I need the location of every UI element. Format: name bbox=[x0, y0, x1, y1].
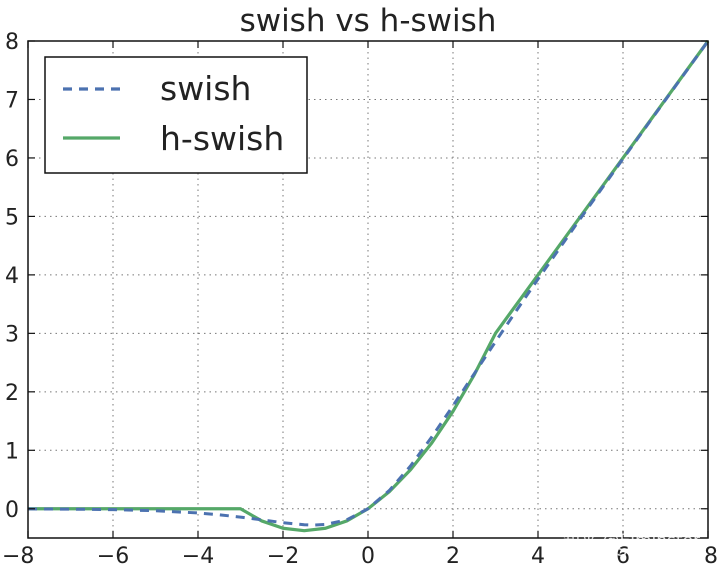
axis-ticks bbox=[27, 40, 709, 538]
x-axis-tick-labels: −8 −6 −4 −2 0 2 4 6 8 bbox=[2, 544, 718, 569]
y-tick-label: 6 bbox=[5, 147, 19, 172]
watermark: 知乎 @Elminster CSDN @SpikeKing bbox=[546, 531, 700, 561]
x-tick-label: −6 bbox=[97, 544, 129, 569]
x-tick-label: −2 bbox=[267, 544, 299, 569]
watermark-line-1: 知乎 @Elminster bbox=[563, 531, 700, 551]
y-tick-label: 7 bbox=[5, 88, 19, 113]
chart-title: swish vs h-swish bbox=[240, 3, 497, 39]
y-axis-tick-labels: 0 1 2 3 4 5 6 7 8 bbox=[5, 30, 19, 523]
legend-box bbox=[44, 56, 308, 174]
legend: swish h-swish bbox=[44, 56, 308, 174]
y-tick-label: 4 bbox=[5, 264, 19, 289]
x-tick-label: 8 bbox=[704, 544, 718, 569]
watermark-line-2: CSDN @SpikeKing bbox=[546, 541, 700, 561]
x-tick-label: −4 bbox=[182, 544, 214, 569]
x-tick-label: 6 bbox=[616, 544, 630, 569]
y-tick-label: 2 bbox=[5, 381, 19, 406]
legend-label-swish: swish bbox=[160, 69, 251, 108]
x-tick-label: −8 bbox=[2, 544, 34, 569]
y-tick-label: 1 bbox=[5, 439, 19, 464]
x-tick-label: 0 bbox=[361, 544, 375, 569]
series-layer bbox=[27, 40, 710, 533]
series-line-swish bbox=[27, 40, 710, 527]
x-tick-label: 4 bbox=[531, 544, 545, 569]
y-tick-label: 3 bbox=[5, 322, 19, 347]
y-tick-label: 0 bbox=[5, 498, 19, 523]
legend-label-h-swish: h-swish bbox=[160, 119, 284, 158]
y-tick-label: 5 bbox=[5, 205, 19, 230]
x-tick-label: 2 bbox=[446, 544, 460, 569]
y-tick-label: 8 bbox=[5, 30, 19, 55]
